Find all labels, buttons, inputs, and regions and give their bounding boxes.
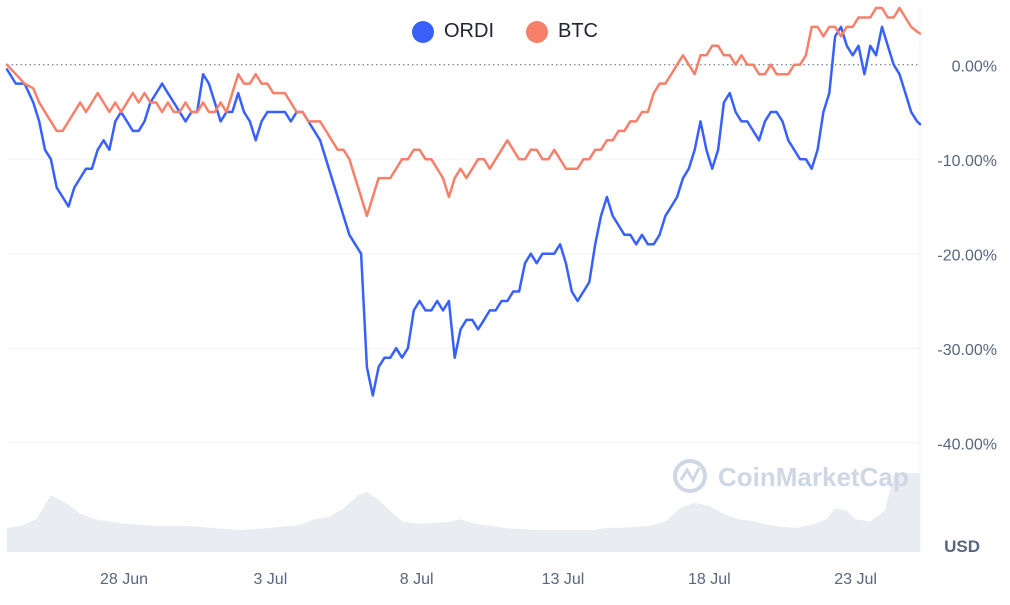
y-tick-label: -30.00% — [937, 342, 997, 359]
legend-item-ordi[interactable]: ORDI — [412, 20, 494, 43]
legend: ORDI BTC — [0, 20, 1010, 43]
x-tick-label: 13 Jul — [542, 571, 585, 588]
coinmarketcap-logo-mark-icon — [679, 467, 701, 484]
currency-label: USD — [944, 537, 980, 556]
y-tick-label: -20.00% — [937, 248, 997, 265]
legend-dot-ordi — [412, 20, 434, 43]
x-tick-label: 28 Jun — [100, 571, 148, 588]
watermark-text: CoinMarketCap — [718, 462, 909, 492]
x-tick-label: 3 Jul — [253, 571, 287, 588]
y-tick-label: 0.00% — [952, 59, 997, 76]
x-tick-label: 18 Jul — [688, 571, 731, 588]
y-tick-label: -10.00% — [937, 153, 997, 170]
coinmarketcap-logo-icon — [673, 459, 707, 493]
x-tick-label: 8 Jul — [400, 571, 434, 588]
legend-dot-btc — [526, 20, 548, 43]
legend-label-btc: BTC — [558, 20, 598, 42]
volume-area — [7, 473, 920, 552]
legend-label-ordi: ORDI — [444, 20, 494, 42]
y-tick-label: -40.00% — [937, 437, 997, 454]
watermark: CoinMarketCap — [673, 459, 909, 493]
x-tick-label: 23 Jul — [834, 571, 877, 588]
legend-item-btc[interactable]: BTC — [526, 20, 598, 43]
series-line-btc — [5, 6, 922, 218]
series-line-ordi — [5, 25, 922, 397]
